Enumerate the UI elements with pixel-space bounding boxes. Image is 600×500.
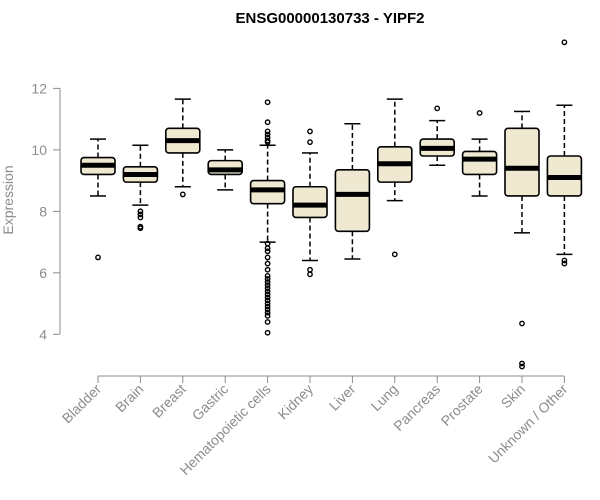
outlier-point <box>519 320 525 327</box>
outlier-point <box>137 208 144 215</box>
x-tick-label: Unknown / Other <box>485 381 571 467</box>
box-iqr <box>504 127 540 197</box>
x-tick-label: Lung <box>368 381 401 414</box>
x-tick-label: Bladder <box>59 381 105 427</box>
outlier-point <box>434 105 441 112</box>
outlier-point <box>561 39 568 46</box>
outlier-point <box>179 191 186 198</box>
outlier-point <box>264 306 271 313</box>
x-tick-label: Kidney <box>275 381 317 423</box>
outlier-point <box>264 248 271 255</box>
box-liver <box>334 122 371 260</box>
outlier-point <box>264 276 271 282</box>
outlier-point <box>264 285 271 292</box>
y-tick-label: 4 <box>39 326 47 342</box>
boxes <box>80 39 583 370</box>
outlier-point <box>307 271 313 278</box>
y-axis: 4 6 8 10 12 <box>31 80 61 342</box>
box-lung <box>376 98 413 258</box>
outlier-point <box>264 272 271 279</box>
box-iqr <box>334 169 371 233</box>
outlier-point <box>264 260 271 267</box>
outlier-point <box>476 110 483 116</box>
box-iqr <box>461 150 498 176</box>
box-hematopoietic-cells <box>249 99 286 336</box>
y-axis-label: Expression <box>0 165 16 234</box>
outlier-point <box>561 257 568 264</box>
outlier-point <box>264 319 271 325</box>
box-bladder <box>80 138 116 261</box>
box-skin <box>504 110 540 370</box>
outlier-point <box>264 99 271 106</box>
outlier-point <box>307 128 313 135</box>
chart-title: ENSG00000130733 - YIPF2 <box>235 10 424 27</box>
outlier-point <box>391 251 398 258</box>
outlier-point <box>264 300 271 307</box>
outlier-point <box>519 363 525 370</box>
outlier-point <box>264 131 271 138</box>
y-tick-label: 8 <box>39 203 47 219</box>
outlier-point <box>264 128 271 135</box>
box-pancreas <box>419 105 456 166</box>
x-tick-label: Pancreas <box>390 381 443 434</box>
outlier-point <box>95 254 101 261</box>
outlier-point <box>264 279 271 285</box>
x-tick-label: Breast <box>149 381 189 421</box>
outlier-point <box>519 360 525 367</box>
outlier-point <box>264 240 271 247</box>
x-tick-label: Brain <box>112 381 146 415</box>
box-breast <box>165 98 201 198</box>
outlier-point <box>264 297 271 304</box>
outlier-point <box>307 139 313 146</box>
outlier-point <box>307 266 313 273</box>
outlier-point <box>264 288 271 295</box>
outlier-point <box>561 260 568 267</box>
box-prostate <box>461 110 498 197</box>
outlier-point <box>264 119 271 126</box>
outlier-point <box>264 266 271 273</box>
outlier-point <box>264 254 271 261</box>
x-tick-label: Prostate <box>438 381 486 429</box>
y-tick-label: 6 <box>39 265 47 281</box>
outlier-point <box>137 214 144 221</box>
box-iqr <box>292 185 328 219</box>
box-brain <box>122 144 159 232</box>
x-tick-label: Liver <box>326 381 359 414</box>
outlier-point <box>264 245 271 252</box>
outlier-point <box>264 291 271 298</box>
outlier-point <box>137 211 144 218</box>
outlier-point <box>264 329 271 336</box>
y-tick-label: 10 <box>31 142 47 158</box>
outlier-point <box>137 225 144 232</box>
outlier-point <box>264 139 271 146</box>
outlier-point <box>264 312 271 319</box>
outlier-point <box>264 303 271 310</box>
outlier-point <box>264 294 271 301</box>
box-unknown-other <box>546 39 583 267</box>
outlier-point <box>264 282 271 288</box>
box-kidney <box>292 128 328 278</box>
y-tick-label: 12 <box>31 80 47 96</box>
outlier-point <box>264 309 271 316</box>
box-gastric <box>207 149 243 191</box>
x-tick-label: Skin <box>498 381 529 412</box>
